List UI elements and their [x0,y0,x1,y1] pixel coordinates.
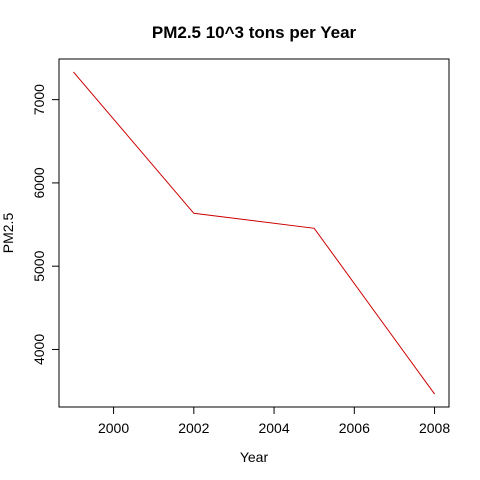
x-axis-label: Year [240,449,269,465]
x-tick-label: 2000 [98,420,129,436]
x-axis: 2000 2002 2004 2006 2008 [98,406,450,436]
series-layer [73,71,436,395]
y-tick-label: 6000 [31,167,47,198]
y-tick-label: 7000 [31,84,47,115]
y-axis-label: PM2.5 [0,213,16,254]
x-tick-label: 2002 [178,420,209,436]
chart-title: PM2.5 10^3 tons per Year [152,23,357,42]
y-tick-label: 5000 [31,250,47,281]
y-tick-label: 4000 [31,334,47,365]
x-tick-label: 2004 [258,420,289,436]
x-tick-label: 2008 [419,420,450,436]
plot-frame [58,58,450,408]
y-axis: 4000 5000 6000 7000 [31,84,60,365]
x-tick-label: 2006 [339,420,370,436]
series-line [73,71,436,395]
